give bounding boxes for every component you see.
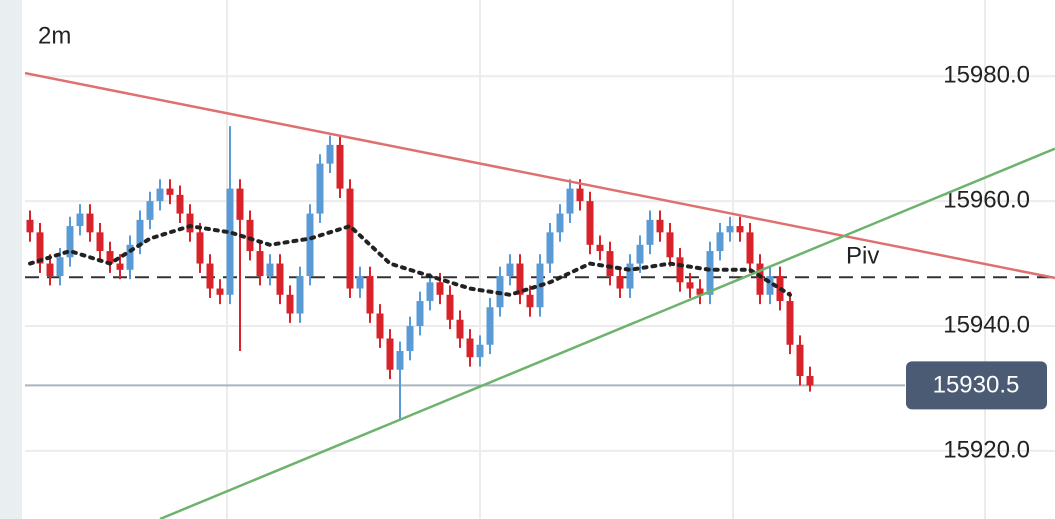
candle-body (236, 188, 244, 220)
candle-body (456, 319, 464, 339)
candle-body (36, 232, 44, 264)
candle-body (766, 276, 774, 295)
candle-body (96, 232, 104, 252)
candle-body (156, 188, 164, 202)
candle-body (306, 213, 314, 277)
candle-body (656, 219, 664, 233)
candle-body (226, 188, 234, 295)
candle-body (436, 282, 444, 295)
candle-body (666, 232, 674, 258)
candle-body (466, 338, 474, 358)
candle-body (176, 194, 184, 214)
candle-body (186, 213, 194, 233)
candle-body (716, 232, 724, 252)
candle-body (546, 232, 554, 264)
last-price-badge (906, 361, 1047, 410)
candle-body (746, 232, 754, 264)
candle-body (246, 219, 254, 252)
candle-body (366, 276, 374, 314)
candle-body (316, 163, 324, 214)
pivot-label: Piv (846, 243, 879, 270)
candle-body (616, 276, 624, 289)
candle-body (26, 219, 34, 233)
candle-body (756, 263, 764, 295)
candle-body (86, 213, 94, 233)
candle-body (346, 188, 354, 289)
candle-body (576, 188, 584, 202)
candle-body (256, 251, 264, 277)
candle-body (146, 201, 154, 220)
candle-body (106, 251, 114, 264)
candle-body (166, 188, 174, 195)
candle-body (726, 226, 734, 233)
candle-body (506, 263, 514, 277)
candle-body (76, 213, 84, 227)
candle-body (426, 282, 434, 302)
candle-body (516, 263, 524, 295)
candle-body (46, 263, 54, 277)
y-tick-label: 15940.0 (943, 311, 1030, 338)
candle-body (356, 276, 364, 289)
candle-body (486, 307, 494, 345)
candle-body (526, 294, 534, 308)
candle-body (276, 263, 284, 295)
candle-body (696, 288, 704, 295)
candle-body (786, 301, 794, 345)
candle-body (196, 232, 204, 264)
candle-body (586, 201, 594, 245)
candle-body (66, 226, 74, 258)
candle-body (406, 326, 414, 351)
y-tick-label: 15980.0 (943, 62, 1030, 89)
candle-body (376, 313, 384, 339)
candle-body (676, 257, 684, 283)
candle-body (476, 344, 484, 358)
candle-body (266, 263, 274, 277)
side-strip (0, 0, 22, 519)
trendline (24, 71, 1055, 280)
candle-body (646, 219, 654, 245)
candle-body (296, 276, 304, 314)
candle-body (286, 294, 294, 314)
candle-body (216, 288, 224, 295)
last-price-label: 15930.5 (933, 372, 1020, 399)
candle-body (606, 251, 614, 277)
candle-body (56, 257, 64, 277)
candle-body (796, 344, 804, 376)
candle-body (326, 144, 334, 164)
candle-body (416, 301, 424, 327)
y-tick-label: 15920.0 (943, 436, 1030, 463)
candle-body (126, 244, 134, 270)
candle-body (386, 338, 394, 370)
y-tick-label: 15960.0 (943, 186, 1030, 213)
candle-body (566, 188, 574, 214)
timeframe-label: 2m (38, 22, 71, 49)
candle-body (336, 144, 344, 189)
candle-body (556, 213, 564, 233)
candle-body (206, 263, 214, 289)
candle-body (686, 282, 694, 289)
candle-body (136, 219, 144, 245)
candle-body (396, 350, 404, 370)
candle-body (596, 244, 604, 252)
candle-body (636, 244, 644, 264)
moving-average (28, 223, 792, 297)
candle-body (446, 294, 454, 320)
candle-body (736, 226, 744, 233)
candle-body (626, 263, 634, 289)
candle-body (706, 251, 714, 295)
candle-body (806, 375, 814, 386)
trendline (159, 147, 1055, 519)
candle-body (116, 263, 124, 270)
